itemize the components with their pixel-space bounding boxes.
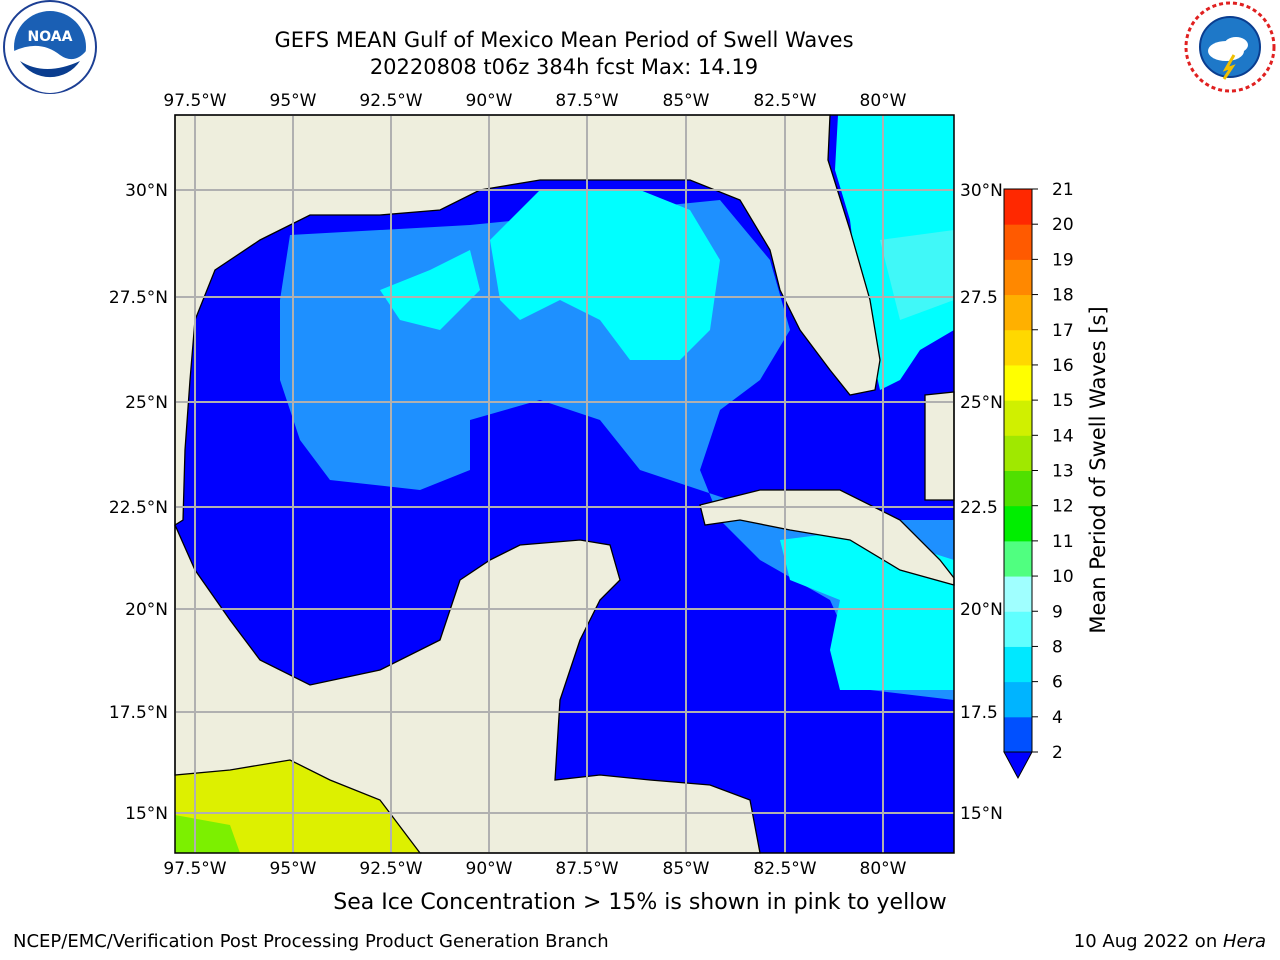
map-title: GEFS MEAN Gulf of Mexico Mean Period of … [274, 28, 854, 52]
colorbar-segment [1004, 540, 1032, 577]
colorbar-segment [1004, 505, 1032, 542]
colorbar-segment [1004, 400, 1032, 436]
sea-ice-note: Sea Ice Concentration > 15% is shown in … [333, 890, 947, 915]
lon-label-top: 87.5°W [555, 91, 618, 111]
lon-label-top: 82.5°W [753, 91, 816, 111]
land-mexico [174, 524, 761, 854]
colorbar-tick-label: 16 [1052, 356, 1074, 376]
colorbar-segment [1004, 224, 1032, 260]
footer-host: Hera [1222, 931, 1266, 952]
lon-label-top: 95°W [270, 91, 317, 111]
colorbar-tick-label: 4 [1052, 708, 1063, 728]
land-bahamas [924, 391, 955, 501]
colorbar-segment [1004, 294, 1032, 331]
noaa-logo: NOAA [3, 0, 97, 94]
colorbar-tick-label: 18 [1052, 286, 1074, 306]
colorbar-tick-label: 17 [1052, 321, 1074, 341]
nws-logo [1184, 1, 1276, 93]
lat-label-left: 15°N [125, 804, 168, 824]
colorbar-segment [1004, 646, 1032, 683]
colorbar-tick-label: 11 [1052, 532, 1074, 552]
colorbar-label: Mean Period of Swell Waves [s] [1086, 306, 1110, 633]
lon-label-bottom: 85°W [663, 859, 710, 879]
lon-label-bottom: 87.5°W [555, 859, 618, 879]
colorbar-segment [1004, 364, 1032, 401]
colorbar-tick-label: 2 [1052, 743, 1063, 763]
colorbar-segment [1004, 329, 1032, 366]
swell-band-6-8 [490, 190, 720, 360]
swell-band-10-12 [175, 815, 240, 853]
footer-date: 10 Aug 2022 on Hera [1074, 931, 1266, 952]
colorbar: 2 4 6 8 9 10 11 12 13 14 15 16 17 18 19 20 21 Mean Perio… [1003, 180, 1110, 780]
footer-credit: NCEP/EMC/Verification Post Processing Pr… [13, 931, 609, 952]
lat-label-right: 17.5 [960, 703, 998, 723]
colorbar-tick-label: 12 [1052, 497, 1074, 517]
lat-label-left: 22.5°N [109, 498, 168, 518]
colorbar-extend-arrow [1003, 751, 1033, 780]
colorbar-segment [1004, 611, 1032, 647]
swell-band-6-8 [380, 250, 480, 330]
footer-date-text: 10 Aug 2022 on [1073, 931, 1223, 952]
colorbar-segment [1004, 189, 1032, 225]
colorbar-segment [1004, 435, 1032, 471]
colorbar-tick-label: 21 [1052, 180, 1074, 200]
lat-label-right: 25°N [960, 393, 1003, 413]
land-us [174, 114, 881, 527]
colorbar-tick-label: 13 [1052, 462, 1074, 482]
colorbar-tick-label: 10 [1052, 567, 1074, 587]
lon-label-top: 90°W [466, 91, 513, 111]
lon-label-top: 97.5°W [163, 91, 226, 111]
lon-label-bottom: 92.5°W [359, 859, 422, 879]
lat-label-right: 30°N [960, 181, 1003, 201]
lat-label-left: 17.5°N [109, 703, 168, 723]
colorbar-segment [1004, 470, 1032, 507]
map-subtitle: 20220808 t06z 384h fcst Max: 14.19 [369, 55, 759, 79]
lon-label-bottom: 80°W [860, 859, 907, 879]
lon-label-top: 80°W [860, 91, 907, 111]
lon-label-bottom: 90°W [466, 859, 513, 879]
map-panel: 97.5°W 97.5°W 95°W 95°W 92.5°W 92.5°W 90°W 90°W… [109, 91, 1003, 879]
colorbar-tick-label: 15 [1052, 391, 1074, 411]
colorbar-segment [1004, 259, 1032, 296]
lat-label-left: 30°N [125, 181, 168, 201]
lon-label-bottom: 97.5°W [163, 859, 226, 879]
noaa-logo-text: NOAA [28, 29, 73, 45]
colorbar-tick-label: 8 [1052, 637, 1063, 657]
lat-label-right: 20°N [960, 600, 1003, 620]
colorbar-segment [1004, 576, 1032, 612]
colorbar-segment [1004, 681, 1032, 718]
lat-label-left: 20°N [125, 600, 168, 620]
colorbar-tick-label: 6 [1052, 673, 1063, 693]
lat-label-left: 27.5°N [109, 288, 168, 308]
colorbar-tick-label: 9 [1052, 602, 1063, 622]
lat-label-right: 15°N [960, 804, 1003, 824]
swell-band-12-14 [175, 760, 420, 853]
lon-label-top: 92.5°W [359, 91, 422, 111]
colorbar-tick-label: 20 [1052, 215, 1074, 235]
lat-label-right: 22.5 [960, 498, 998, 518]
lat-label-right: 27.5 [960, 288, 998, 308]
lon-label-bottom: 95°W [270, 859, 317, 879]
colorbar-tick-label: 19 [1052, 250, 1074, 270]
lon-label-top: 85°W [663, 91, 710, 111]
colorbar-tick-label: 14 [1052, 426, 1074, 446]
colorbar-segment [1004, 716, 1032, 753]
lat-label-left: 25°N [125, 393, 168, 413]
lon-label-bottom: 82.5°W [753, 859, 816, 879]
